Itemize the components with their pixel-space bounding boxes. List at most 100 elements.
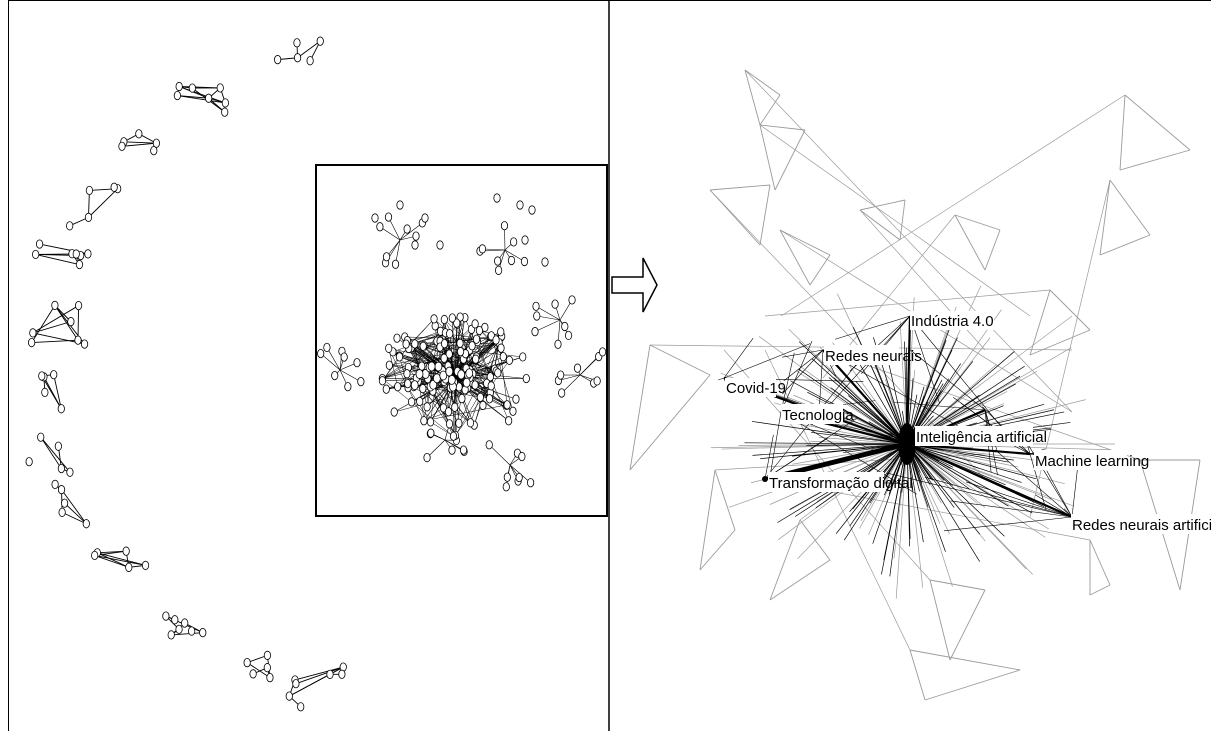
cluster-node [118, 141, 126, 151]
cluster-node [28, 337, 36, 348]
component-node [412, 231, 420, 241]
cluster-edge [64, 502, 87, 525]
light-edge [759, 184, 771, 246]
light-edge [954, 214, 1001, 231]
component-node [518, 451, 526, 462]
component-node [521, 235, 529, 245]
cluster-node [41, 387, 49, 398]
cluster-node [32, 249, 40, 260]
dark-edge [798, 341, 908, 445]
component-node [449, 431, 458, 441]
cluster-node [216, 83, 224, 93]
component-node [528, 205, 536, 215]
component-node [385, 343, 393, 353]
component-node [564, 330, 573, 341]
light-edge [954, 214, 986, 271]
component-node [420, 416, 428, 426]
component-node [472, 354, 480, 364]
dark-edge [909, 315, 940, 404]
light-edge [1029, 329, 1091, 356]
cluster-node [66, 467, 74, 477]
component-node [487, 381, 495, 391]
cluster-node [72, 249, 80, 259]
component-node [423, 452, 431, 463]
cluster-edge [53, 374, 62, 409]
dense-node [445, 366, 454, 377]
component-node [497, 343, 505, 353]
dark-edge [723, 343, 811, 379]
dense-node [433, 373, 441, 384]
component-node [475, 325, 484, 336]
component-node [353, 358, 361, 368]
dark-edge [906, 443, 955, 508]
light-edge [699, 469, 716, 571]
light-edge [769, 519, 801, 601]
component-node [382, 384, 390, 394]
label-redes-neurais-text: Redes neurais [825, 348, 922, 365]
component-node [382, 252, 391, 262]
cluster-node [263, 650, 272, 660]
light-edge [1089, 584, 1111, 596]
component-node [444, 407, 453, 417]
label-rna: Redes neurais artificiais [1071, 514, 1211, 534]
label-machine-learning-text: Machine learning [1035, 453, 1149, 470]
component-node [427, 428, 435, 438]
component-node [331, 370, 339, 381]
dark-edge [718, 377, 725, 381]
cluster-node [249, 669, 257, 679]
main-component-nodes [317, 193, 607, 492]
core-edge [444, 343, 498, 374]
cluster-edge [179, 86, 221, 89]
component-node [497, 327, 505, 337]
light-edge [1029, 289, 1051, 356]
component-node [468, 341, 476, 351]
dark-edge [906, 443, 1009, 507]
dark-edge [764, 417, 858, 480]
core-edge [430, 421, 454, 437]
component-node [522, 373, 530, 384]
core-edge [382, 343, 445, 379]
light-edge [699, 529, 736, 571]
cluster-edge [121, 142, 157, 147]
light-edge [929, 579, 951, 661]
cluster-node [135, 129, 143, 139]
core-edge [458, 342, 500, 424]
cluster-node [38, 371, 46, 381]
dark-edge [806, 443, 908, 446]
dark-edge [906, 443, 980, 562]
dark-edge [833, 377, 908, 445]
cluster-node [171, 615, 179, 625]
component-node [500, 221, 509, 231]
cluster-edge [297, 40, 321, 59]
dark-edge [906, 443, 1037, 480]
label-tecnologia-text: Tecnologia [782, 407, 854, 424]
light-edge [906, 309, 1002, 445]
component-node [440, 339, 449, 349]
core-edge [454, 317, 461, 408]
cluster-node [37, 432, 45, 442]
component-node [505, 355, 514, 365]
dark-edge [828, 377, 908, 445]
light-edge [909, 649, 926, 701]
cluster-edge [40, 436, 71, 473]
light-edge [906, 443, 1052, 500]
label-transformacao-text: Transformação digital [769, 475, 913, 492]
light-edge [759, 94, 781, 126]
light-edge [797, 443, 908, 559]
dense-node [465, 368, 474, 379]
label-industria: Indústria 4.0 [910, 311, 994, 330]
component-node [499, 352, 507, 362]
core-edge [423, 404, 508, 421]
component-node [384, 212, 393, 222]
light-edge [1119, 149, 1191, 171]
cluster-node [85, 185, 94, 196]
cluster-node [91, 550, 99, 561]
cluster-node [60, 498, 69, 508]
component-node [479, 400, 487, 410]
cluster-edge [289, 673, 331, 697]
component-node [509, 406, 517, 416]
cluster-node [175, 81, 183, 92]
cluster-edge [61, 489, 87, 524]
cluster-node [306, 56, 314, 66]
ia-hub-node [898, 423, 916, 465]
